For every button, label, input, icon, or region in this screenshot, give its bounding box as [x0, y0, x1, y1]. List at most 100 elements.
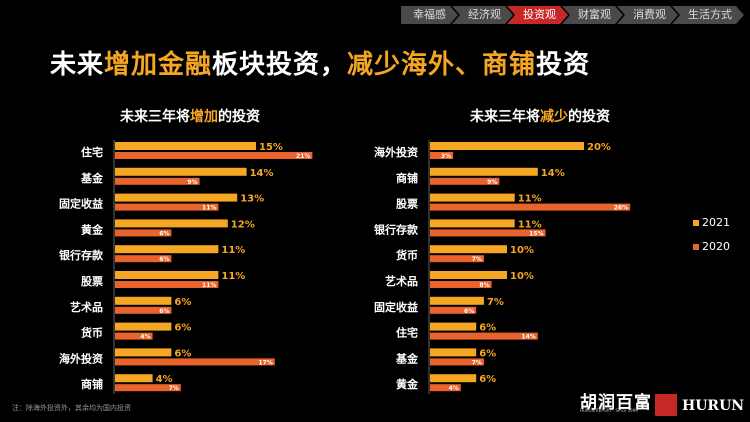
increase-category-label: 住宅: [81, 145, 103, 159]
increase-bar-2021: [115, 296, 172, 305]
increase-bar-2020: [115, 203, 219, 211]
increase-bar-2021: [115, 219, 228, 228]
increase-value-label-2020: 11%: [202, 282, 216, 289]
title-part-2: 增加金融: [104, 50, 213, 80]
increase-value-label-2020: 21%: [296, 153, 310, 160]
increase-value-label-2021: 6%: [174, 348, 191, 359]
increase-bar-2020: [115, 229, 172, 237]
legend-label-2020: 2020: [702, 240, 730, 253]
hurun-logo-sub: HURUN REPORT · Since 1999: [580, 408, 638, 413]
decrease-value-label-2021: 6%: [479, 323, 496, 334]
decrease-value-label-2020: 3%: [441, 153, 451, 160]
nav-tab-economy[interactable]: 经济观: [452, 6, 513, 24]
decrease-bar-2020: [430, 229, 546, 237]
decrease-bar-2021: [430, 142, 584, 150]
chart-title-decrease-pre: 未来三年将: [470, 109, 540, 125]
increase-bar-2021: [115, 322, 172, 331]
increase-bar-2021: [115, 245, 219, 254]
page-title: 未来增加金融板块投资，减少海外、商铺投资: [50, 44, 590, 81]
chart-title-increase-post: 的投资: [218, 109, 260, 125]
decrease-value-label-2021: 11%: [518, 194, 542, 205]
increase-bar-2020: [115, 332, 153, 340]
hurun-logo-en: HURUN: [682, 398, 745, 414]
chart-title-increase-pre: 未来三年将: [120, 109, 190, 125]
decrease-bar-2021: [430, 219, 515, 228]
nav-tab-investment[interactable]: 投资观: [507, 6, 568, 24]
decrease-bar-2020: [430, 332, 538, 340]
title-part-4: 减少海外、商铺: [347, 50, 537, 80]
increase-bar-2020: [115, 384, 181, 392]
decrease-bar-2020: [430, 152, 454, 159]
decrease-bar-2020: [430, 384, 461, 392]
decrease-value-label-2021: 14%: [541, 168, 565, 179]
nav-tab-lifestyle[interactable]: 生活方式: [672, 6, 744, 24]
increase-value-label-2021: 6%: [174, 297, 191, 308]
chart-title-increase-hl: 增加: [190, 109, 218, 125]
increase-value-label-2021: 15%: [259, 142, 283, 153]
decrease-category-label: 黄金: [396, 377, 419, 391]
footnote: 注：除海外投资外，其余均为国内投资: [12, 404, 131, 412]
nav-tab-happiness[interactable]: 幸福感: [401, 6, 458, 24]
title-part-3: 板块投资，: [212, 50, 348, 80]
decrease-value-label-2020: 6%: [464, 308, 474, 315]
chart-title-decrease: 未来三年将减少的投资: [470, 106, 610, 126]
increase-value-label-2020: 6%: [159, 256, 169, 263]
decrease-category-label: 艺术品: [385, 274, 418, 288]
increase-value-label-2021: 4%: [156, 374, 173, 385]
nav-tab-consumption[interactable]: 消费观: [617, 6, 678, 24]
decrease-value-label-2021: 10%: [510, 271, 534, 282]
increase-bar-2020: [115, 281, 219, 288]
decrease-bar-2020: [430, 281, 492, 288]
increase-category-label: 海外投资: [59, 351, 103, 365]
decrease-bar-2021: [430, 271, 507, 279]
decrease-bar-2020: [430, 306, 477, 314]
decrease-category-label: 商铺: [396, 171, 418, 185]
increase-bar-2021: [115, 348, 172, 357]
decrease-bar-2021: [430, 167, 538, 176]
decrease-value-label-2020: 15%: [529, 230, 543, 237]
increase-value-label-2020: 4%: [140, 334, 150, 341]
decrease-category-label: 住宅: [396, 326, 418, 340]
title-part-5: 投资: [536, 50, 591, 80]
increase-bar-2021: [115, 167, 247, 176]
decrease-category-label: 基金: [395, 351, 419, 365]
decrease-bar-2021: [430, 322, 477, 331]
decrease-bar-2021: [430, 193, 515, 202]
increase-value-label-2020: 11%: [202, 205, 216, 212]
decrease-bar-2020: [430, 255, 484, 263]
hurun-logo-cn: 胡润百富: [580, 393, 652, 413]
decrease-value-label-2021: 10%: [510, 245, 534, 256]
increase-value-label-2021: 11%: [221, 271, 245, 282]
decrease-bar-2020: [430, 203, 631, 211]
increase-category-label: 股票: [81, 275, 103, 288]
increase-value-label-2021: 11%: [221, 245, 245, 256]
decrease-value-label-2021: 20%: [587, 142, 611, 153]
decrease-value-label-2020: 26%: [614, 205, 628, 212]
increase-category-label: 基金: [80, 171, 104, 185]
decrease-value-label-2020: 8%: [479, 282, 489, 289]
increase-value-label-2020: 7%: [169, 385, 179, 392]
decrease-value-label-2020: 4%: [449, 385, 459, 392]
increase-category-label: 商铺: [81, 377, 103, 391]
decrease-bar-2021: [430, 374, 477, 383]
increase-bar-2021: [115, 193, 238, 202]
legend-swatch-2020: [693, 244, 699, 250]
increase-bar-2020: [115, 255, 172, 263]
logo-mark-icon: [655, 394, 677, 416]
increase-bar-2021: [115, 142, 256, 150]
increase-value-label-2021: 14%: [250, 168, 274, 179]
decrease-category-label: 海外投资: [374, 145, 418, 159]
increase-category-label: 银行存款: [59, 248, 104, 262]
increase-value-label-2020: 6%: [159, 230, 169, 237]
increase-value-label-2020: 6%: [159, 308, 169, 315]
increase-bar-2020: [115, 152, 313, 159]
increase-value-label-2021: 13%: [240, 194, 264, 205]
legend-swatch-2021: [693, 220, 699, 226]
decrease-bar-2020: [430, 177, 500, 185]
chart-title-decrease-post: 的投资: [568, 109, 610, 125]
decrease-value-label-2021: 6%: [479, 374, 496, 385]
increase-category-label: 艺术品: [70, 300, 103, 314]
nav-tab-wealth[interactable]: 财富观: [562, 6, 623, 24]
legend-2021: 2021: [693, 216, 730, 229]
decrease-value-label-2020: 9%: [487, 179, 497, 186]
